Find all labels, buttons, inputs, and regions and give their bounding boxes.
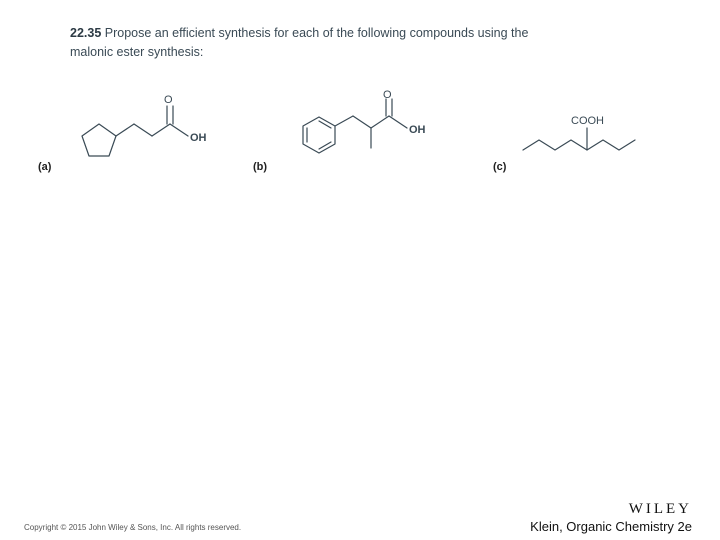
wiley-logo: WILEY [629, 501, 692, 518]
label-a: (a) [38, 161, 51, 173]
molecule-c-svg: COOH [511, 96, 686, 181]
oh-a: OH [190, 132, 207, 144]
problem-number: 22.35 [70, 26, 101, 40]
problem-line1: Propose an efficient synthesis for each … [105, 26, 529, 40]
structures-row: (a) O [38, 90, 678, 190]
carbonyl-o-a: O [164, 94, 173, 106]
footer: Copyright © 2015 John Wiley & Sons, Inc.… [0, 504, 720, 534]
copyright-text: Copyright © 2015 John Wiley & Sons, Inc.… [24, 523, 241, 532]
label-b: (b) [253, 161, 267, 173]
label-c: (c) [493, 161, 506, 173]
structure-b: (b) [253, 90, 473, 185]
structure-a: (a) O [38, 90, 238, 185]
book-reference: Klein, Organic Chemistry 2e [530, 519, 692, 534]
problem-text: 22.35 Propose an efficient synthesis for… [70, 24, 625, 62]
structure-c: (c) COOH [493, 90, 683, 185]
slide: 22.35 Propose an efficient synthesis for… [0, 0, 720, 540]
problem-line2: malonic ester synthesis: [70, 45, 203, 59]
molecule-b-svg: O OH [273, 90, 473, 185]
oh-b: OH [409, 124, 426, 136]
problem-block: 22.35 Propose an efficient synthesis for… [70, 24, 625, 62]
cooh-c: COOH [571, 115, 604, 127]
carbonyl-o-b: O [383, 90, 392, 101]
molecule-a-svg: O OH [56, 90, 236, 180]
